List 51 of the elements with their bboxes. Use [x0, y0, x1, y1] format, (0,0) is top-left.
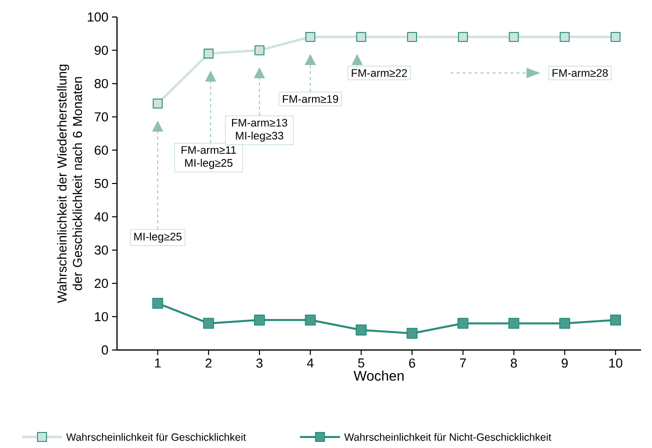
y-tick-label: 100 [88, 12, 108, 22]
y-tick-label: 50 [94, 178, 108, 188]
point [204, 48, 214, 59]
point [152, 298, 164, 309]
x-tick-label: 1 [155, 358, 161, 368]
point [610, 32, 621, 42]
x-tick-label: 6 [409, 358, 416, 368]
point [508, 32, 519, 42]
y-tick-label: 0 [102, 345, 108, 355]
y-tick-label: 40 [94, 212, 108, 222]
point [560, 32, 570, 42]
point [610, 314, 622, 326]
y-tick-label: 10 [95, 312, 108, 322]
x-tick-label: 10 [609, 358, 622, 368]
x-tick-label: 5 [358, 358, 364, 368]
annotation: FM-arm≥28 [552, 69, 608, 77]
annotation: FM-arm≥19 [282, 95, 338, 103]
point [458, 32, 468, 42]
point [356, 324, 367, 336]
point [356, 32, 366, 42]
legend-label: Wahrscheinlichkeit für Geschicklichkeit [66, 433, 246, 441]
x-tick-label: 7 [460, 358, 466, 368]
point [407, 32, 418, 42]
annotation: MI-leg≥25 [134, 232, 182, 243]
x-tick-label: 4 [307, 358, 314, 368]
point [152, 98, 163, 109]
point [458, 318, 468, 329]
y-tick-label: 30 [94, 245, 108, 255]
x-tick-label: 8 [510, 358, 517, 368]
y-axis-title: Wahrscheinlichkeit der Wiederherstellung der Geschicklichkeit nach 6 Monaten [57, 64, 82, 304]
point [508, 318, 520, 329]
point [203, 318, 214, 329]
point [406, 328, 418, 339]
point [254, 314, 265, 326]
x-axis-title: Wochen [354, 370, 404, 381]
x-tick-label: 2 [206, 358, 212, 368]
x-tick-label: 3 [256, 358, 262, 368]
point [254, 45, 264, 56]
annotation: FM-arm≥22 [352, 69, 407, 77]
point [305, 32, 316, 42]
y-tick-label: 70 [94, 112, 108, 122]
y-tick-label: 80 [94, 78, 108, 88]
annotation: FM-arm≥11 MI-leg≥25 [182, 146, 236, 169]
y-tick-label: 20 [94, 278, 108, 288]
x-tick-label: 9 [562, 358, 568, 368]
legend-label: Wahrscheinlichkeit für Nicht-Geschicklichkeit [344, 433, 552, 441]
point [304, 314, 316, 326]
annotation: FM-arm≥13 MI-leg≥33 [232, 118, 288, 142]
point [559, 318, 570, 329]
y-tick-label: 60 [94, 146, 108, 155]
y-tick-label: 90 [94, 46, 108, 55]
